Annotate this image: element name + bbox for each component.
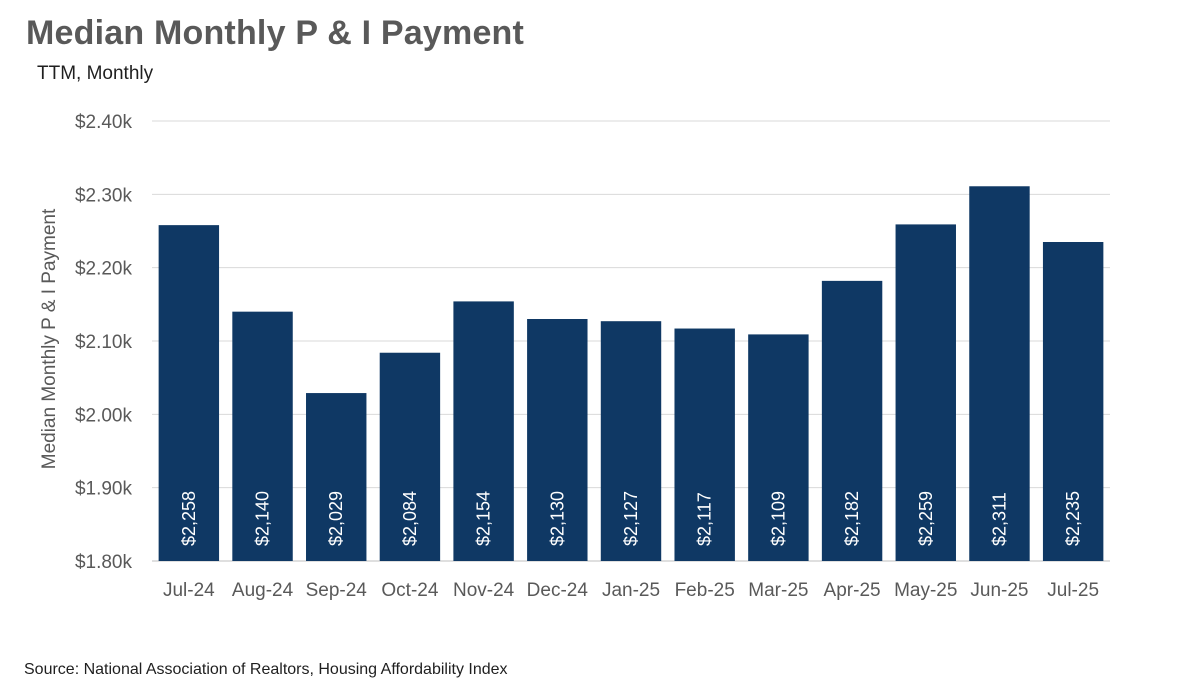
bar-data-label: $2,154	[474, 491, 494, 546]
bar-data-label: $2,140	[253, 491, 273, 546]
bar	[379, 352, 441, 561]
y-tick-label: $2.30k	[75, 185, 133, 206]
chart-title: Median Monthly P & I Payment	[26, 14, 525, 52]
bar-data-label: $2,130	[547, 491, 567, 546]
x-tick-label: Oct-24	[381, 580, 438, 601]
bar	[674, 328, 735, 561]
x-tick-label: Feb-25	[675, 580, 735, 601]
y-tick-label: $1.80k	[75, 552, 133, 573]
bar	[821, 280, 883, 561]
x-tick-label: Jun-25	[970, 580, 1028, 601]
x-tick-label: Dec-24	[527, 580, 589, 601]
x-tick-label: Sep-24	[306, 580, 368, 601]
y-tick-label: $2.10k	[75, 332, 133, 353]
y-tick-label: $1.90k	[75, 479, 133, 500]
bar-data-label: $2,084	[400, 491, 420, 546]
bar-data-label: $2,109	[768, 491, 788, 546]
bar	[232, 311, 293, 561]
bar	[158, 225, 220, 561]
bar-data-label: $2,311	[989, 492, 1009, 546]
bar	[1042, 242, 1104, 561]
x-tick-label: Jul-24	[163, 580, 215, 601]
bar-data-label: $2,235	[1063, 491, 1083, 546]
bar	[527, 319, 588, 561]
x-tick-label: Aug-24	[232, 580, 294, 601]
bar-data-label: $2,117	[695, 492, 715, 546]
bar-data-label: $2,029	[326, 491, 346, 546]
bar	[895, 224, 956, 561]
source-note: Source: National Association of Realtors…	[24, 661, 508, 678]
bar-data-label: $2,182	[842, 491, 862, 546]
bar	[969, 186, 1030, 561]
bar-data-label: $2,127	[621, 491, 641, 546]
bar	[306, 393, 367, 561]
x-tick-label: Nov-24	[453, 580, 515, 601]
bar-data-label: $2,258	[179, 491, 199, 546]
y-axis-title: Median Monthly P & I Payment	[39, 208, 60, 469]
x-tick-label: Jul-25	[1047, 580, 1099, 601]
y-tick-label: $2.20k	[75, 259, 133, 280]
y-tick-label: $2.40k	[75, 112, 133, 133]
bar	[453, 301, 514, 561]
bar-data-label: $2,259	[916, 491, 936, 546]
bar	[748, 334, 809, 561]
chart-subtitle: TTM, Monthly	[37, 63, 154, 84]
y-tick-label: $2.00k	[75, 405, 133, 426]
x-tick-label: Mar-25	[748, 580, 808, 601]
x-tick-label: May-25	[894, 580, 957, 601]
bar	[600, 321, 662, 561]
x-tick-label: Jan-25	[602, 580, 660, 601]
x-tick-label: Apr-25	[824, 580, 881, 601]
